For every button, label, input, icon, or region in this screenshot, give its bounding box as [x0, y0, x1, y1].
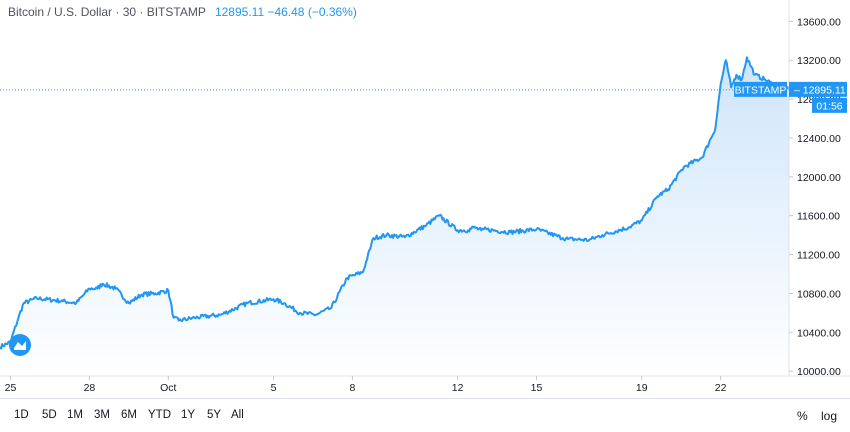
y-tick-label: 12400.00	[797, 133, 841, 145]
x-tick-label: 12	[452, 382, 464, 394]
timeframe-6m-button[interactable]: 6M	[121, 409, 137, 421]
log-scale-button[interactable]: log	[821, 409, 838, 423]
last-price-badge	[789, 81, 847, 97]
last-price-change: 12895.11 −46.48 (−0.36%)	[214, 5, 357, 19]
timeframe-5y-button[interactable]: 5Y	[207, 409, 222, 421]
timeframe-3m-button[interactable]: 3M	[94, 409, 110, 421]
exchange-badge-label: BITSTAMP	[735, 84, 787, 96]
percent-scale-button[interactable]: %	[797, 409, 808, 423]
x-tick-label: 5	[271, 382, 277, 394]
timeframe-1d-button[interactable]: 1D	[14, 409, 29, 421]
x-tick-label: 25	[5, 382, 17, 394]
price-chart[interactable]: 10000.00 10400.00 10800.00 11200.00 11600.00…	[0, 0, 850, 398]
tradingview-logo-icon[interactable]	[9, 334, 31, 356]
y-tick-label: 10000.00	[797, 366, 841, 378]
y-tick-label: 10800.00	[797, 288, 841, 300]
countdown-badge-label: 01:56	[816, 100, 842, 112]
timeframe-ytd-button[interactable]: YTD	[148, 409, 171, 421]
timeframe-5d-button[interactable]: 5D	[42, 409, 57, 421]
chart-legend: Bitcoin / U.S. Dollar · 30 · BITSTAMP 12…	[8, 5, 357, 19]
countdown-badge	[812, 97, 847, 113]
y-tick-label: 12000.00	[797, 172, 841, 184]
price-area-fill	[0, 57, 789, 377]
y-tick-label: 13200.00	[797, 55, 841, 67]
symbol-title: Bitcoin / U.S. Dollar · 30 · BITSTAMP	[8, 5, 206, 19]
exchange-badge	[734, 81, 787, 97]
x-tick-label: 15	[531, 382, 543, 394]
last-price-badge-label: – 12895.11	[794, 84, 846, 96]
timeframe-1y-button[interactable]: 1Y	[181, 409, 196, 421]
x-tick-label: 22	[715, 382, 727, 394]
timeframe-1m-button[interactable]: 1M	[67, 409, 83, 421]
x-tick-label: 28	[84, 382, 96, 394]
x-tick-label: 19	[636, 382, 648, 394]
y-tick-label: 11200.00	[797, 250, 840, 262]
x-tick-label: 8	[349, 382, 355, 394]
timeframe-all-button[interactable]: All	[231, 409, 244, 421]
bottom-toolbar: 1D 5D 1M 3M 6M YTD 1Y 5Y All % log	[0, 398, 850, 432]
y-tick-label: 11600.00	[797, 211, 840, 223]
y-tick-label: 10400.00	[797, 327, 841, 339]
y-tick-label: 13600.00	[797, 16, 841, 28]
price-line	[0, 56, 790, 350]
x-tick-label: Oct	[160, 382, 176, 394]
